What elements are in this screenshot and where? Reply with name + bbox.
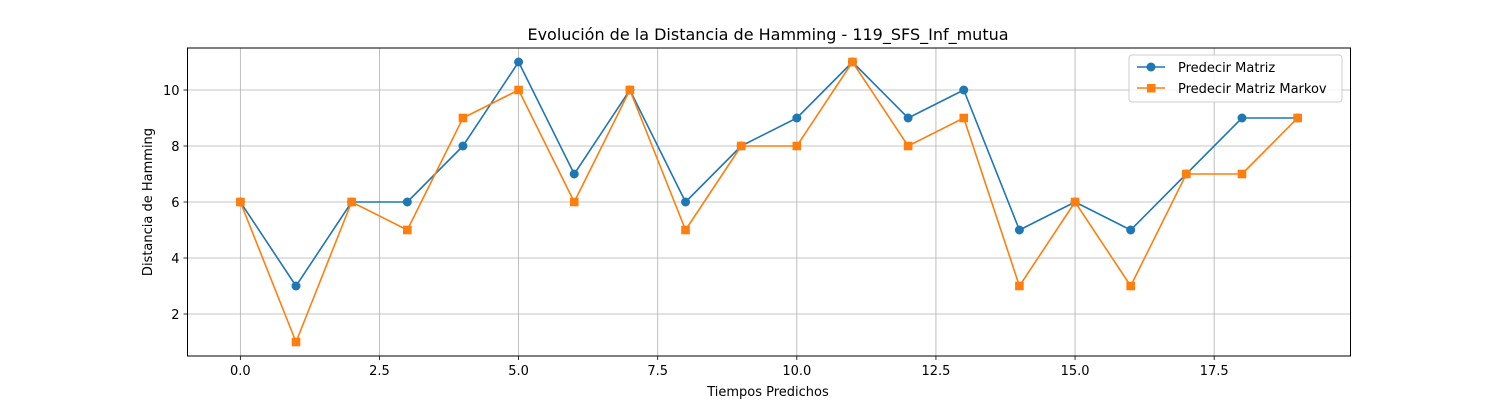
data-point-predecir-matriz xyxy=(1014,225,1024,235)
data-point-predecir-matriz-markov xyxy=(848,57,857,67)
y-tick-label: 10 xyxy=(163,84,180,99)
data-point-predecir-matriz xyxy=(1126,225,1136,235)
x-tick-label: 2.5 xyxy=(369,364,390,379)
data-point-predecir-matriz xyxy=(681,197,691,207)
data-point-predecir-matriz-markov xyxy=(569,197,579,207)
data-point-predecir-matriz-markov xyxy=(625,85,635,95)
x-axis-label: Tiempos Predichos xyxy=(706,385,829,400)
data-point-predecir-matriz xyxy=(291,281,301,291)
legend-label-predecir-matriz: Predecir Matriz xyxy=(1178,61,1275,76)
x-tick-label: 10.0 xyxy=(782,364,811,379)
axis-ticks: 0.0 2.5 5.0 7.5 10.0 12.5 15.0 17.5 2 4 6 8 10 xyxy=(163,84,1229,379)
y-axis-label: Distancia de Hamming xyxy=(141,128,156,276)
legend-box xyxy=(1128,54,1343,103)
data-point-predecir-matriz xyxy=(1237,113,1247,123)
data-point-predecir-matriz xyxy=(458,141,468,151)
data-point-predecir-matriz-markov xyxy=(681,225,690,235)
data-point-predecir-matriz xyxy=(792,113,802,123)
data-point-predecir-matriz-markov xyxy=(291,337,301,347)
data-point-predecir-matriz xyxy=(959,85,969,95)
data-point-predecir-matriz-markov xyxy=(736,141,746,151)
data-point-predecir-matriz-markov xyxy=(792,141,802,151)
legend-label-predecir-matriz-markov: Predecir Matriz Markov xyxy=(1178,82,1327,97)
chart-title: Evolución de la Distancia de Hamming - 1… xyxy=(527,25,1008,45)
data-point-predecir-matriz xyxy=(402,197,412,207)
legend-marker-predecir-matriz-markov xyxy=(1147,84,1156,93)
x-tick-label: 7.5 xyxy=(647,364,668,379)
data-point-predecir-matriz-markov xyxy=(1015,281,1024,291)
x-tick-label: 12.5 xyxy=(921,364,950,379)
legend-marker-predecir-matriz xyxy=(1146,62,1156,72)
x-tick-label: 15.0 xyxy=(1061,364,1090,379)
data-point-predecir-matriz-markov xyxy=(903,141,913,151)
x-tick-label: 0.0 xyxy=(230,364,251,379)
data-point-predecir-matriz-markov xyxy=(1237,169,1247,179)
data-point-predecir-matriz xyxy=(569,169,579,179)
series-line-predecir-matriz-markov xyxy=(239,61,1299,343)
data-point-predecir-matriz-markov xyxy=(959,113,969,123)
data-point-predecir-matriz xyxy=(514,57,524,67)
plot-area-frame xyxy=(187,47,1351,357)
data-point-predecir-matriz-markov xyxy=(1126,281,1135,291)
y-tick-label: 6 xyxy=(171,196,179,211)
x-tick-label: 17.5 xyxy=(1200,364,1229,379)
data-point-predecir-matriz-markov xyxy=(458,113,468,123)
y-tick-label: 2 xyxy=(171,308,179,323)
data-point-predecir-matriz-markov xyxy=(514,85,523,95)
data-point-predecir-matriz-markov xyxy=(236,197,245,207)
data-point-predecir-matriz-markov xyxy=(403,225,412,235)
y-tick-label: 8 xyxy=(171,140,179,155)
data-point-predecir-matriz-markov xyxy=(1293,113,1302,123)
data-point-predecir-matriz-markov xyxy=(347,197,356,207)
data-point-predecir-matriz-markov xyxy=(1070,197,1080,207)
series-layer xyxy=(235,57,1303,347)
y-tick-label: 4 xyxy=(171,252,179,267)
legend: Predecir Matriz Predecir Matriz Markov xyxy=(1128,54,1343,103)
data-point-predecir-matriz xyxy=(903,113,913,123)
x-tick-label: 5.0 xyxy=(508,364,529,379)
series-line-predecir-matriz xyxy=(239,61,1298,287)
data-point-predecir-matriz-markov xyxy=(1182,169,1191,179)
